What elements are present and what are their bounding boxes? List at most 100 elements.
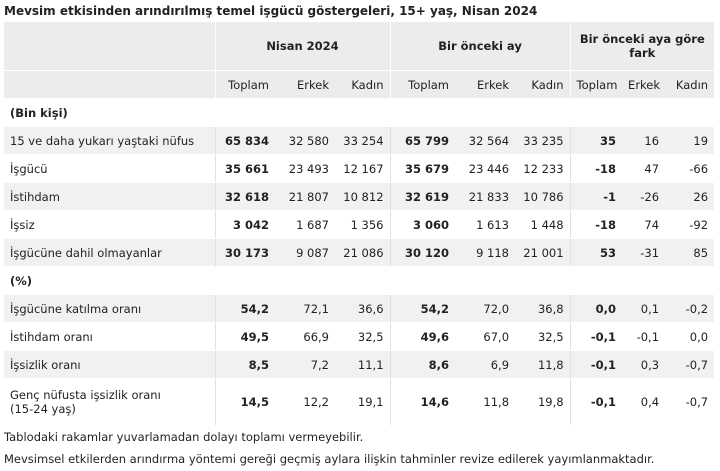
data-row: İşgücü 35 661 23 493 12 167 35 679 23 446 12 2… [4,154,715,183]
row-label: İşsizlik oranı [4,350,215,379]
value-cell: 16 [622,126,666,155]
data-row: 15 ve daha yukarı yaştaki nüfus 65 834 32 … [4,126,715,155]
value-cell: -1 [569,182,623,211]
row-label: İşgücü [4,154,215,183]
column-header: Erkek [455,70,516,99]
value-cell: 1 356 [335,210,391,239]
value-cell: 72,1 [275,294,335,323]
value-cell: 21 001 [515,238,571,267]
value-cell: 65 799 [389,126,456,155]
value-cell: 35 679 [389,154,456,183]
value-cell: 3 042 [214,210,275,239]
value-cell: 53 [569,238,623,267]
data-row: İşgücüne dahil olmayanlar 30 173 9 087 21 0… [4,238,715,267]
section-label: (%) [4,266,715,295]
value-cell: 14,6 [389,378,456,426]
group-header: Bir önceki ay [389,22,571,71]
value-cell: 65 834 [214,126,275,155]
value-cell: 11,1 [335,350,391,379]
group-header: Bir önceki aya göre fark [569,22,715,71]
value-cell: -0,7 [665,350,715,379]
column-header: Toplam [569,70,623,99]
value-cell: 36,8 [515,294,571,323]
value-cell: 72,0 [455,294,516,323]
value-cell: -31 [622,238,666,267]
data-row: İşsizlik oranı 8,5 7,2 11,1 8,6 6,9 11,8 -0,1 0,… [4,350,715,379]
value-cell: 54,2 [214,294,275,323]
row-label-line: 15 ve daha yukarı yaştaki nüfus [10,133,195,148]
value-cell: 23 446 [455,154,516,183]
value-cell: -0,1 [569,322,623,351]
value-cell: 9 118 [455,238,516,267]
value-cell: 0,0 [665,322,715,351]
row-label-line: İstihdam [10,189,60,204]
row-label-line: İstihdam oranı [10,329,93,344]
footnote: Mevsimsel etkilerden arındırma yöntemi g… [4,452,655,466]
value-cell: 32 564 [455,126,516,155]
row-label: İstihdam oranı [4,322,215,351]
value-cell: 19 [665,126,715,155]
data-row: İstihdam oranı 49,5 66,9 32,5 49,6 67,0 32,5 -0… [4,322,715,351]
value-cell: 12 233 [515,154,571,183]
value-cell: 26 [665,182,715,211]
section-label: (Bin kişi) [4,98,715,127]
value-cell: 10 812 [335,182,391,211]
row-label: 15 ve daha yukarı yaştaki nüfus [4,126,215,155]
value-cell: 67,0 [455,322,516,351]
header-cell [4,22,215,71]
column-header: Kadın [665,70,715,99]
section-row: (%) [4,266,715,295]
value-cell: 10 786 [515,182,571,211]
data-row: İşsiz 3 042 1 687 1 356 3 060 1 613 1 448 -18 74… [4,210,715,239]
value-cell: 35 [569,126,623,155]
row-label: İşgücüne katılma oranı [4,294,215,323]
value-cell: 8,5 [214,350,275,379]
group-header: Nisan 2024 [214,22,391,71]
row-label-line: Genç nüfusta işsizlik oranı [10,388,161,402]
value-cell: 74 [622,210,666,239]
value-cell: -18 [569,210,623,239]
value-cell: 54,2 [389,294,456,323]
value-cell: 33 235 [515,126,571,155]
value-cell: 7,2 [275,350,335,379]
row-label-line: İşsiz [10,217,35,232]
section-row: (Bin kişi) [4,98,715,127]
value-cell: 1 613 [455,210,516,239]
value-cell: 0,4 [622,378,666,426]
value-cell: 11,8 [455,378,516,426]
data-row: İşgücüne katılma oranı 54,2 72,1 36,6 54,2 72… [4,294,715,323]
table-title: Mevsim etkisinden arındırılmış temel işg… [4,4,538,18]
value-cell: 0,1 [622,294,666,323]
row-label-line: İşgücüne dahil olmayanlar [10,245,162,260]
table-head: Nisan 2024 Bir önceki ay Bir önceki aya gö… [4,22,715,99]
column-header: Erkek [275,70,335,99]
value-cell: 1 448 [515,210,571,239]
value-cell: 47 [622,154,666,183]
value-cell: 49,6 [389,322,456,351]
value-cell: -0,7 [665,378,715,426]
value-cell: 0,0 [569,294,623,323]
value-cell: 36,6 [335,294,391,323]
footnote: Tablodaki rakamlar yuvarlamadan dolayı t… [4,430,364,444]
value-cell: 32 619 [389,182,456,211]
value-cell: 30 173 [214,238,275,267]
value-cell: 9 087 [275,238,335,267]
row-label-line: (15-24 yaş) [10,402,76,416]
row-label: Genç nüfusta işsizlik oranı (15-24 yaş) [4,378,215,426]
row-label-line: İşsizlik oranı [10,357,81,372]
value-cell: 49,5 [214,322,275,351]
value-cell: -66 [665,154,715,183]
value-cell: -92 [665,210,715,239]
value-cell: 85 [665,238,715,267]
value-cell: 32 580 [275,126,335,155]
data-table: Nisan 2024 Bir önceki ay Bir önceki aya gö… [4,22,715,426]
column-header: Erkek [622,70,666,99]
table-body: (Bin kişi) 15 ve daha yukarı yaştaki nüfu… [4,98,715,426]
row-label-line: İşgücü [10,161,48,176]
header-row: Nisan 2024 Bir önceki ay Bir önceki aya gö… [4,22,715,71]
value-cell: 1 687 [275,210,335,239]
value-cell: -0,2 [665,294,715,323]
value-cell: 0,3 [622,350,666,379]
value-cell: 32,5 [335,322,391,351]
